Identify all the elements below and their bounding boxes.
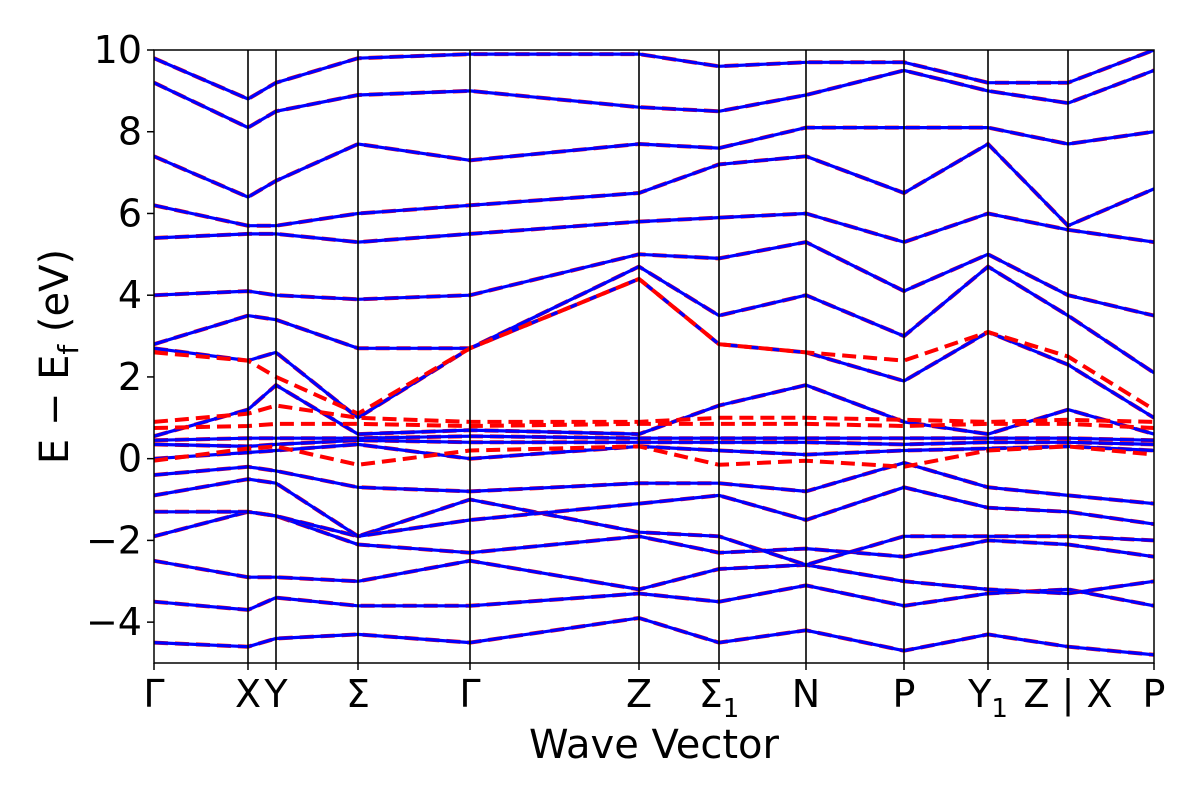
- x-tick-label-5: Z: [626, 672, 652, 716]
- y-tick-label-1: −2: [86, 518, 142, 562]
- y-tick-label-2: 0: [118, 437, 142, 481]
- dft-band-8: [154, 438, 1154, 449]
- dft-band-7: [154, 442, 1154, 461]
- x-tick-label-6: Σ1: [699, 672, 740, 724]
- plot-frame: [153, 49, 1155, 664]
- dft-band-18: [154, 50, 1154, 101]
- fit-band-12: [154, 264, 1154, 375]
- x-tick-label-7: N: [792, 672, 820, 716]
- x-tick-label-0: Γ: [143, 672, 164, 716]
- dft-band-9: [154, 434, 1154, 442]
- y-axis-label: E − Ef (eV): [32, 249, 85, 464]
- fit-band-extra-1: [154, 403, 1154, 424]
- dft-band-16: [154, 126, 1154, 199]
- dft-band-12: [154, 264, 1154, 375]
- high-symmetry-lines: [247, 50, 1069, 663]
- x-tick-label-9: Y1: [967, 672, 1008, 724]
- y-tick-label-4: 4: [118, 273, 142, 317]
- dft-band-1: [154, 583, 1154, 612]
- y-tick-label-7: 10: [94, 28, 142, 72]
- y-axis-ticks: −4 −2 0 2 4 6 8 10: [86, 28, 154, 644]
- x-tick-label-1: X: [235, 672, 261, 716]
- x-tick-label-10: Z | X: [1023, 672, 1112, 717]
- fit-band-17: [154, 68, 1154, 130]
- dft-band-17: [154, 68, 1154, 130]
- fit-band-11: [154, 276, 1154, 421]
- dft-band-6: [154, 461, 1154, 506]
- x-axis-ticks: Γ X Y Σ Γ Z Σ1 N P Y1 Z | X P: [143, 663, 1165, 724]
- fit-band-15: [154, 141, 1154, 229]
- fit-band-extra-3: [154, 276, 1154, 416]
- x-axis-label: Wave Vector: [529, 722, 780, 768]
- dft-band-14: [154, 211, 1154, 244]
- fit-band-extra-0: [154, 421, 1154, 430]
- x-tick-label-11: P: [1143, 672, 1166, 716]
- x-tick-label-2: Y: [263, 672, 288, 716]
- y-tick-label-0: −4: [86, 600, 142, 644]
- x-tick-label-4: Γ: [459, 672, 480, 716]
- y-tick-label-3: 2: [118, 355, 142, 399]
- fit-band-13: [154, 240, 1154, 318]
- y-tick-label-5: 6: [118, 191, 142, 235]
- dft-band-15: [154, 141, 1154, 228]
- y-tick-label-6: 8: [118, 110, 142, 154]
- x-tick-label-3: Σ: [346, 672, 370, 716]
- dft-band-5: [154, 477, 1154, 538]
- x-tick-label-8: P: [893, 672, 916, 716]
- dft-band-11: [154, 277, 1154, 420]
- dft-band-13: [154, 240, 1154, 318]
- dft-band-0: [154, 616, 1154, 657]
- bands-layer: [154, 50, 1154, 657]
- dft-band-4: [154, 497, 1154, 567]
- dft-band-2: [154, 559, 1154, 596]
- fit-band-extra-2: [154, 444, 1154, 469]
